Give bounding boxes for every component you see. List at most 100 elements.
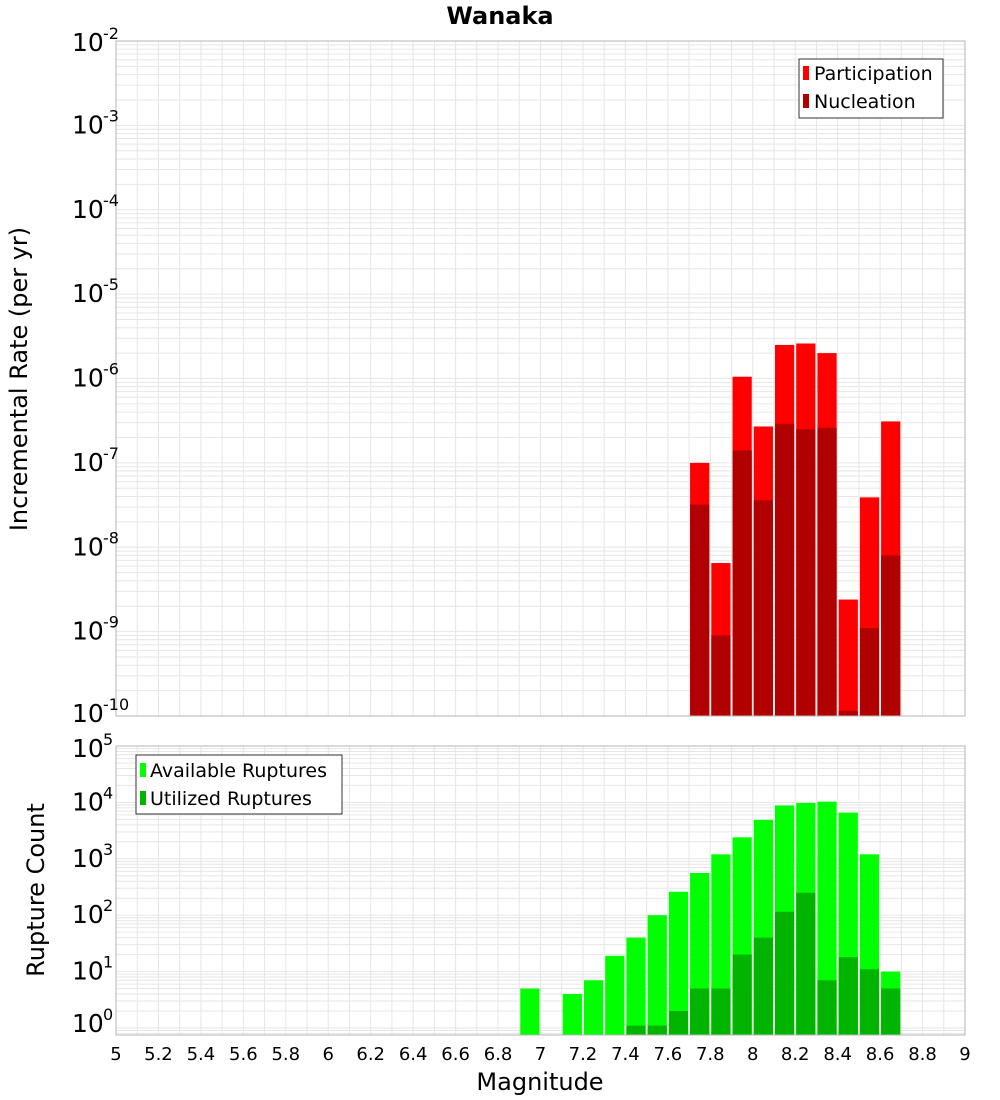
x-tick-label: 7.2 <box>569 1044 598 1065</box>
bottom-bar-available-ruptures <box>817 801 837 1035</box>
top-bar-nucleation <box>838 710 858 716</box>
bottom-ytick-label: 10 <box>72 957 104 986</box>
x-tick-label: 8.4 <box>823 1044 852 1065</box>
x-tick-label: 5.6 <box>229 1044 258 1065</box>
top-ytick-label: 10 <box>72 195 104 224</box>
top-bar-nucleation <box>732 450 752 716</box>
x-tick-label: 7 <box>535 1044 546 1065</box>
x-tick-label: 6.2 <box>356 1044 385 1065</box>
x-tick-label: 8.8 <box>908 1044 937 1065</box>
top-legend: Participation Nucleation <box>798 58 944 119</box>
utilized-legend-swatch <box>140 791 146 805</box>
utilized-legend-label: Utilized Ruptures <box>150 788 312 810</box>
bottom-bar-available-ruptures <box>605 955 625 1035</box>
top-ytick-exponent: -10 <box>103 695 129 714</box>
available-legend-label: Available Ruptures <box>150 760 327 782</box>
bottom-ytick-exponent: 3 <box>103 840 113 859</box>
bottom-ytick-label: 10 <box>72 900 104 929</box>
top-ytick-label: 10 <box>72 279 104 308</box>
x-tick-label: 6.6 <box>441 1044 470 1065</box>
x-tick-label: 6.4 <box>399 1044 428 1065</box>
top-ytick-exponent: -8 <box>103 528 119 547</box>
x-tick-label: 9 <box>959 1044 970 1065</box>
bottom-ytick-exponent: 0 <box>103 1005 113 1024</box>
top-bar-nucleation <box>774 423 795 716</box>
top-ytick-exponent: -2 <box>103 24 119 43</box>
x-tick-label: 6 <box>323 1044 334 1065</box>
top-ytick-label: 10 <box>72 364 104 393</box>
bottom-ytick-exponent: 5 <box>103 730 113 749</box>
bottom-y-axis-label: Rupture Count <box>22 803 50 977</box>
x-tick-label: 5.8 <box>271 1044 300 1065</box>
bottom-ytick-exponent: 2 <box>103 896 113 915</box>
top-grid <box>115 40 966 717</box>
bottom-plot-frame <box>115 745 966 1036</box>
bottom-bar-available-ruptures <box>583 980 604 1035</box>
bottom-bar-available-ruptures <box>647 915 667 1035</box>
participation-legend-swatch <box>803 66 809 80</box>
bottom-legend: Available Ruptures Utilized Ruptures <box>135 754 343 815</box>
chart-title: Wanaka <box>446 2 553 30</box>
bottom-bar-utilized-ruptures <box>774 911 795 1035</box>
top-y-axis-label: Incremental Rate (per yr) <box>5 227 33 531</box>
top-bar-nucleation <box>711 635 731 716</box>
x-tick-label: 8.2 <box>781 1044 810 1065</box>
top-bar-nucleation <box>796 429 816 716</box>
top-ytick-label: 10 <box>72 28 104 57</box>
bottom-bar-utilized-ruptures <box>859 969 880 1035</box>
bottom-bars <box>520 801 901 1035</box>
participation-legend-label: Participation <box>814 63 933 85</box>
top-ytick-label: 10 <box>72 532 104 561</box>
bottom-ytick-label: 10 <box>72 787 104 816</box>
top-ytick-label: 10 <box>72 110 104 139</box>
bottom-ytick-label: 10 <box>72 844 104 873</box>
top-plot-frame <box>115 40 966 717</box>
top-ytick-label: 10 <box>72 617 104 646</box>
x-tick-label: 5.2 <box>144 1044 173 1065</box>
x-axis-label: Magnitude <box>476 1068 603 1096</box>
top-ytick-exponent: -3 <box>103 106 119 125</box>
bottom-bar-utilized-ruptures <box>753 937 773 1035</box>
x-tick-label: 8.6 <box>866 1044 895 1065</box>
bottom-bar-utilized-ruptures <box>838 957 858 1035</box>
bottom-bar-utilized-ruptures <box>690 988 710 1035</box>
x-tick-label: 5 <box>110 1044 121 1065</box>
top-ytick-exponent: -9 <box>103 613 119 632</box>
x-ticks: 5 5.2 5.4 5.6 5.8 6 6.2 6.4 6.6 6.8 7 7.2 7.4 7.6 7.8 8… <box>110 1044 970 1065</box>
bottom-bar-available-ruptures <box>562 994 582 1035</box>
top-bar-nucleation <box>690 504 710 716</box>
top-bar-nucleation <box>881 555 901 716</box>
bottom-bar-utilized-ruptures <box>668 1010 689 1035</box>
bottom-bar-utilized-ruptures <box>796 892 816 1035</box>
bottom-ytick-exponent: 4 <box>103 783 113 802</box>
top-bar-nucleation <box>753 500 773 716</box>
bottom-bar-utilized-ruptures <box>881 988 901 1035</box>
top-ytick-exponent: -7 <box>103 444 119 463</box>
bottom-bar-utilized-ruptures <box>817 980 837 1035</box>
x-tick-label: 7.6 <box>654 1044 683 1065</box>
top-ytick-exponent: -6 <box>103 360 119 379</box>
top-bar-nucleation <box>859 628 880 716</box>
top-bar-nucleation <box>817 427 837 716</box>
top-ytick-label: 10 <box>72 448 104 477</box>
x-tick-label: 7.8 <box>696 1044 725 1065</box>
top-ytick-exponent: -5 <box>103 275 119 294</box>
bottom-legend-box <box>135 754 343 815</box>
bottom-bar-utilized-ruptures <box>711 988 731 1035</box>
top-bars <box>690 343 901 716</box>
nucleation-legend-label: Nucleation <box>814 91 916 113</box>
x-tick-label: 7.4 <box>611 1044 640 1065</box>
top-ytick-label: 10 <box>72 699 104 728</box>
x-tick-label: 6.8 <box>484 1044 513 1065</box>
top-legend-box <box>798 58 944 119</box>
bottom-bar-available-ruptures <box>668 891 689 1035</box>
x-tick-label: 5.4 <box>187 1044 216 1065</box>
top-ytick-exponent: -4 <box>103 191 119 210</box>
nucleation-legend-swatch <box>803 94 809 108</box>
